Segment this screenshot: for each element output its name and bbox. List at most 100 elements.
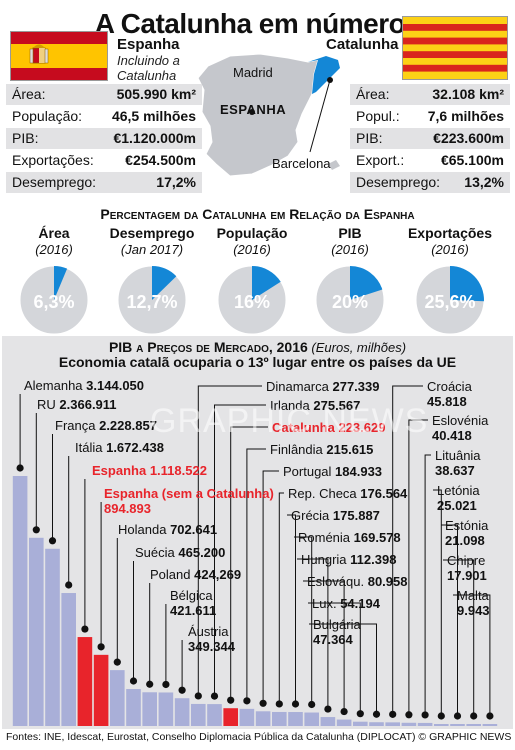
page-title: A Catalunha em números bbox=[94, 8, 421, 39]
gdp-country-name: Finlândia bbox=[270, 442, 323, 457]
stat-row: Área: 32.108 km² bbox=[350, 84, 510, 105]
gdp-bar-label: Malta 9.943 bbox=[457, 588, 490, 618]
gdp-bar-label: Portugal 184.933 bbox=[283, 464, 382, 479]
pie-slice-catalonia bbox=[54, 266, 68, 300]
gdp-value-label: 215.615 bbox=[326, 442, 374, 457]
catalonia-flag bbox=[402, 16, 508, 80]
pie-value-label: 6,3% bbox=[33, 292, 74, 312]
gdp-value-label: 1.118.522 bbox=[149, 463, 207, 478]
gdp-bar bbox=[239, 708, 255, 726]
gdp-bar bbox=[353, 721, 368, 726]
gdp-leader-dot bbox=[421, 711, 429, 719]
stat-value: 32.108 km² bbox=[432, 86, 504, 102]
stat-label: PIB: bbox=[12, 130, 39, 146]
gdp-leader-line bbox=[424, 454, 431, 715]
gdp-leader-dot bbox=[48, 537, 57, 545]
gdp-leader-dot bbox=[259, 699, 267, 707]
gdp-bar bbox=[207, 704, 222, 726]
gdp-value-label: 54.194 bbox=[340, 596, 380, 611]
spain-stats: Área: 505.990 km² População: 46,5 milhões … bbox=[6, 84, 202, 194]
gdp-bar bbox=[93, 654, 109, 726]
gdp-value-label: 894.893 bbox=[104, 501, 151, 516]
gdp-value-label: 2.366.911 bbox=[59, 397, 117, 412]
gdp-leader-line bbox=[297, 558, 329, 710]
gdp-bar-label: Irlanda 275.567 bbox=[270, 398, 360, 413]
gdp-bar-label: Eslovénia 40.418 bbox=[432, 413, 488, 443]
gdp-bar bbox=[385, 722, 400, 726]
gdp-country-name: Letónia bbox=[437, 483, 480, 498]
spain-note: Incluindo a Catalunha bbox=[117, 53, 180, 83]
spain-map bbox=[197, 53, 340, 177]
gdp-country-name: Rep. Checa bbox=[288, 486, 357, 501]
gdp-country-name: Poland bbox=[150, 567, 191, 582]
gdp-leader-dot bbox=[81, 625, 89, 633]
gdp-leader-line bbox=[262, 470, 279, 704]
gdp-bar bbox=[61, 593, 76, 726]
gdp-bar bbox=[255, 711, 271, 726]
gdp-country-name: Estónia bbox=[445, 518, 489, 533]
gdp-country-name: Holanda bbox=[118, 522, 167, 537]
gdp-country-name: Suécia bbox=[135, 545, 175, 560]
stat-row: Desemprego: 17,2% bbox=[6, 172, 202, 193]
gdp-value-label: 465.200 bbox=[178, 545, 226, 560]
gdp-bar bbox=[142, 692, 157, 726]
gdp-value-label: 112.398 bbox=[350, 552, 397, 567]
gdp-leader-dot bbox=[243, 697, 251, 705]
gdp-bar bbox=[223, 708, 238, 726]
gdp-bar-label: Espanha (sem a Catalunha) 894.893 bbox=[104, 486, 274, 516]
gdp-leader-line bbox=[308, 602, 361, 714]
gdp-leader-line bbox=[230, 426, 268, 701]
pie-value-label: 16% bbox=[234, 292, 270, 312]
pie-label: População bbox=[216, 225, 288, 241]
gdp-bar-label: Roménia 169.578 bbox=[298, 530, 401, 545]
gdp-leader-line bbox=[441, 524, 458, 716]
gdp-country-name: Portugal bbox=[283, 464, 332, 479]
gdp-bar-label: França 2.228.857 bbox=[55, 418, 157, 433]
gdp-bar bbox=[417, 722, 433, 726]
gdp-country-name: Dinamarca bbox=[266, 379, 329, 394]
gdp-value-label: 9.943 bbox=[457, 603, 490, 618]
gdp-leader-line bbox=[453, 594, 491, 716]
gdp-bar bbox=[304, 712, 319, 726]
stat-value: 505.990 km² bbox=[116, 86, 196, 102]
gdp-leader-dot bbox=[437, 712, 445, 720]
gdp-leader-dot bbox=[470, 712, 478, 720]
stat-label: PIB: bbox=[356, 130, 383, 146]
watermark: GRAPHIC NEWS bbox=[150, 402, 429, 440]
gdp-leader-dot bbox=[162, 680, 170, 689]
barcelona-label: Barcelona bbox=[272, 156, 331, 171]
gdp-leader-dot bbox=[194, 692, 202, 700]
stat-row: Exportações: €254.500m bbox=[6, 150, 202, 171]
pie-label: PIB bbox=[338, 225, 362, 241]
gdp-bar bbox=[434, 724, 449, 726]
pie-slice-catalonia bbox=[350, 266, 383, 300]
gdp-bar-label: Lux. 54.194 bbox=[312, 596, 380, 611]
pie-year: (2016) bbox=[35, 242, 73, 257]
stat-value: €254.500m bbox=[125, 152, 196, 168]
spain-heading: Espanha bbox=[117, 36, 180, 53]
stat-label: Export.: bbox=[356, 152, 405, 168]
gdp-leader-dot bbox=[32, 526, 40, 534]
gdp-leader-dot bbox=[453, 712, 462, 720]
madrid-label: Madrid bbox=[233, 65, 273, 80]
gdp-value-label: 275.567 bbox=[313, 398, 361, 413]
pie-label: Exportações bbox=[407, 225, 493, 241]
gdp-leader-line bbox=[246, 448, 266, 701]
gdp-leader-dot bbox=[210, 692, 219, 700]
gdp-bar bbox=[401, 722, 417, 726]
stat-row: PIB: €1.120.000m bbox=[6, 128, 202, 149]
stat-row: PIB: €223.600m bbox=[350, 128, 510, 149]
gdp-country-name: Chipre bbox=[447, 553, 486, 568]
stat-label: População: bbox=[12, 108, 83, 124]
gdp-value-label: 17.901 bbox=[447, 568, 487, 583]
gdp-value-label: 184.933 bbox=[335, 464, 383, 479]
gdp-leader-dot bbox=[389, 710, 397, 718]
pie-value-label: 12,7% bbox=[126, 292, 177, 312]
gdp-country-name: Grécia bbox=[291, 508, 330, 523]
gdp-bar-label: Letónia 25.021 bbox=[437, 483, 480, 513]
gdp-chart-title: PIB a Preços de Mercado, 2016 (Euros, mi… bbox=[0, 339, 515, 355]
gdp-country-name: Espanha bbox=[92, 463, 147, 478]
catalonia-heading: Catalunha bbox=[326, 36, 399, 53]
pie-label: Desemprego bbox=[109, 225, 195, 241]
